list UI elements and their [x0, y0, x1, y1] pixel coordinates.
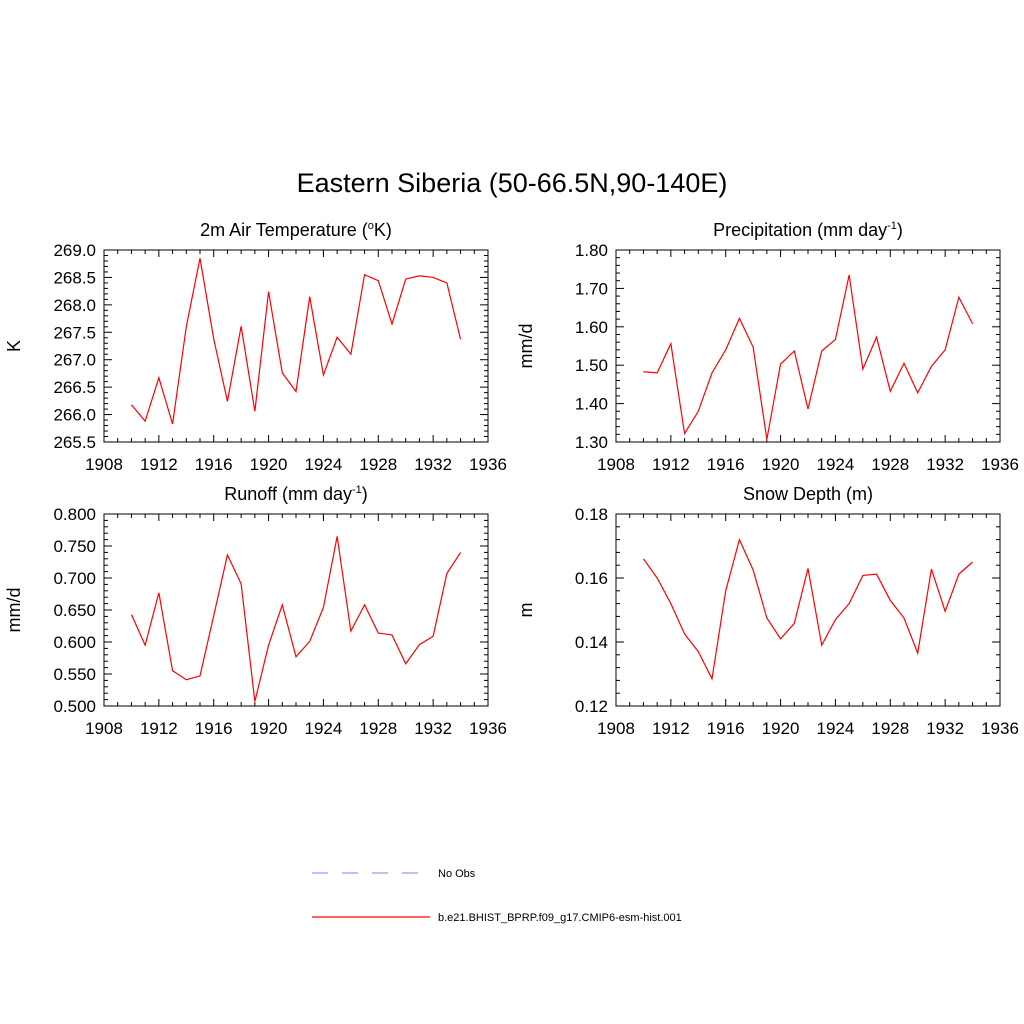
x-tick-label: 1936	[469, 719, 507, 738]
x-tick-label: 1936	[469, 455, 507, 474]
series-line	[130, 536, 462, 702]
x-tick-label: 1920	[250, 455, 288, 474]
x-tick-label: 1932	[414, 719, 452, 738]
panel-title: Runoff (mm day-1)	[224, 484, 368, 504]
x-tick-label: 1908	[597, 719, 635, 738]
chart-panel-1: 1908 1912 1916 1920 1924 1928 1932 1936 265.5 266…	[4, 220, 507, 474]
x-tick-label: 1920	[762, 719, 800, 738]
plot-frame	[615, 249, 1001, 443]
x-tick-label: 1916	[195, 719, 233, 738]
legend: No Obs b.e21.BHIST_BPRP.f09_g17.CMIP6-esm…	[312, 868, 682, 924]
x-tick-label: 1920	[762, 455, 800, 474]
y-tick-label: 0.12	[575, 697, 608, 716]
y-tick-label: 268.0	[53, 296, 96, 315]
y-tick-label: 0.18	[575, 505, 608, 524]
x-tick-label: 1916	[707, 719, 745, 738]
x-tick-label: 1916	[707, 455, 745, 474]
x-tick-label: 1936	[981, 455, 1019, 474]
series-line	[643, 274, 974, 440]
y-tick-label: 0.650	[53, 601, 96, 620]
y-tick-label: 0.500	[53, 697, 96, 716]
y-tick-label: 0.550	[53, 665, 96, 684]
x-tick-label: 1908	[85, 455, 123, 474]
y-tick-label: 269.0	[53, 241, 96, 260]
legend-label: b.e21.BHIST_BPRP.f09_g17.CMIP6-esm-hist.…	[438, 912, 682, 924]
chart-panel-3: 1908 1912 1916 1920 1924 1928 1932 1936 0.500 0.5…	[4, 484, 507, 738]
y-tick-label: 0.750	[53, 537, 96, 556]
y-tick-label: 267.0	[53, 351, 96, 370]
x-tick-label: 1924	[305, 455, 343, 474]
panel-title: Snow Depth (m)	[743, 484, 873, 504]
y-axis-label: m	[516, 603, 536, 618]
legend-label: No Obs	[438, 868, 476, 880]
x-tick-label: 1932	[926, 719, 964, 738]
plot-frame	[103, 249, 489, 443]
x-tick-label: 1928	[871, 719, 909, 738]
x-tick-label: 1936	[981, 719, 1019, 738]
y-axis-label: mm/d	[516, 324, 536, 369]
y-axis-label: mm/d	[4, 588, 24, 633]
x-tick-label: 1912	[140, 719, 178, 738]
x-tick-label: 1920	[250, 719, 288, 738]
panel-title: Precipitation (mm day-1)	[713, 220, 903, 240]
y-axis-label: K	[4, 340, 24, 352]
y-tick-label: 0.14	[575, 633, 608, 652]
x-tick-label: 1924	[817, 719, 855, 738]
x-tick-label: 1924	[817, 455, 855, 474]
y-tick-label: 1.50	[575, 356, 608, 375]
y-tick-label: 266.0	[53, 406, 96, 425]
x-tick-label: 1928	[359, 719, 397, 738]
x-tick-label: 1908	[85, 719, 123, 738]
x-tick-label: 1928	[871, 455, 909, 474]
panel-title: 2m Air Temperature (oK)	[200, 220, 392, 240]
y-tick-label: 1.80	[575, 241, 608, 260]
y-tick-label: 0.16	[575, 569, 608, 588]
x-tick-label: 1912	[140, 455, 178, 474]
x-tick-label: 1932	[926, 455, 964, 474]
x-tick-label: 1932	[414, 455, 452, 474]
x-tick-label: 1908	[597, 455, 635, 474]
y-tick-label: 267.5	[53, 323, 96, 342]
series-line	[642, 537, 973, 681]
chart-panel-4: 1908 1912 1916 1920 1924 1928 1932 1936 0.12 0.14…	[516, 484, 1019, 738]
y-tick-label: 1.30	[575, 433, 608, 452]
x-tick-label: 1924	[305, 719, 343, 738]
y-tick-label: 266.5	[53, 378, 96, 397]
y-tick-label: 1.60	[575, 318, 608, 337]
series-line	[130, 258, 462, 425]
chart-panel-2: 1908 1912 1916 1920 1924 1928 1932 1936 1.30 1.40…	[516, 220, 1019, 474]
figure-title: Eastern Siberia (50-66.5N,90-140E)	[296, 168, 728, 198]
x-tick-label: 1912	[652, 719, 690, 738]
y-tick-label: 265.5	[53, 433, 96, 452]
y-tick-label: 268.5	[53, 268, 96, 287]
x-tick-label: 1916	[195, 455, 233, 474]
x-tick-label: 1928	[359, 455, 397, 474]
y-tick-label: 0.800	[53, 505, 96, 524]
y-tick-label: 1.70	[575, 279, 608, 298]
x-tick-label: 1912	[652, 455, 690, 474]
y-tick-label: 0.700	[53, 569, 96, 588]
y-tick-label: 0.600	[53, 633, 96, 652]
y-tick-label: 1.40	[575, 395, 608, 414]
